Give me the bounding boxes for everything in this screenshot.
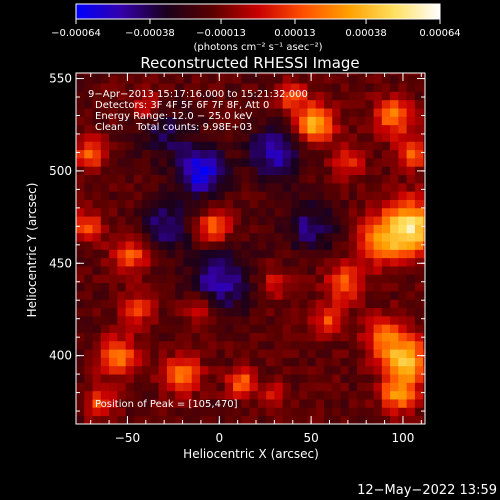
annotation-clean-counts: Clean Total counts: 9.98E+03 (95, 122, 252, 133)
colorbar-tick-label: −0.00038 (125, 28, 175, 39)
colorbar-tick-label: −0.00064 (51, 28, 101, 39)
colorbar-tick-label: 0.00013 (274, 28, 315, 39)
colorbar-tick-label: 0.00064 (419, 28, 460, 39)
chart-title: Reconstructed RHESSI Image (140, 54, 359, 72)
colorbar-ticks: −0.00064 −0.00038 −0.00013 0.00013 0.00038 0.… (51, 19, 461, 39)
y-axis-ticks: 400 450 500 550 (49, 72, 425, 412)
footer-timestamp: 12−May−2022 13:59 (357, 483, 497, 498)
y-tick-label: 550 (49, 72, 72, 86)
y-tick-label: 500 (49, 164, 72, 178)
x-tick-label: −50 (115, 431, 140, 445)
y-axis-label: Heliocentric Y (arcsec) (25, 183, 39, 318)
y-tick-label: 400 (49, 349, 72, 363)
x-axis-ticks: −50 0 50 100 (90, 73, 422, 445)
heatmap-image (76, 73, 426, 425)
y-tick-label: 450 (49, 256, 72, 270)
x-axis-label: Heliocentric X (arcsec) (183, 447, 319, 461)
plot-frame (75, 72, 426, 425)
colorbar-tick-label: 0.00038 (345, 28, 386, 39)
annotation-time-range: 9−Apr−2013 15:17:16.000 to 15:21:32.000 (88, 89, 308, 100)
annotation-detectors: Detectors: 3F 4F 5F 6F 7F 8F, Att 0 (95, 100, 269, 111)
colorbar (75, 3, 441, 20)
x-tick-label: 0 (215, 431, 223, 445)
annotation-energy-range: Energy Range: 12.0 − 25.0 keV (95, 111, 252, 122)
x-tick-label: 50 (303, 431, 318, 445)
x-tick-label: 100 (392, 431, 415, 445)
colorbar-units-label: (photons cm⁻² s⁻¹ asec⁻²) (193, 42, 322, 53)
annotation-peak-position: Position of Peak = [105,470] (95, 399, 238, 410)
colorbar-tick-label: −0.00013 (196, 28, 246, 39)
